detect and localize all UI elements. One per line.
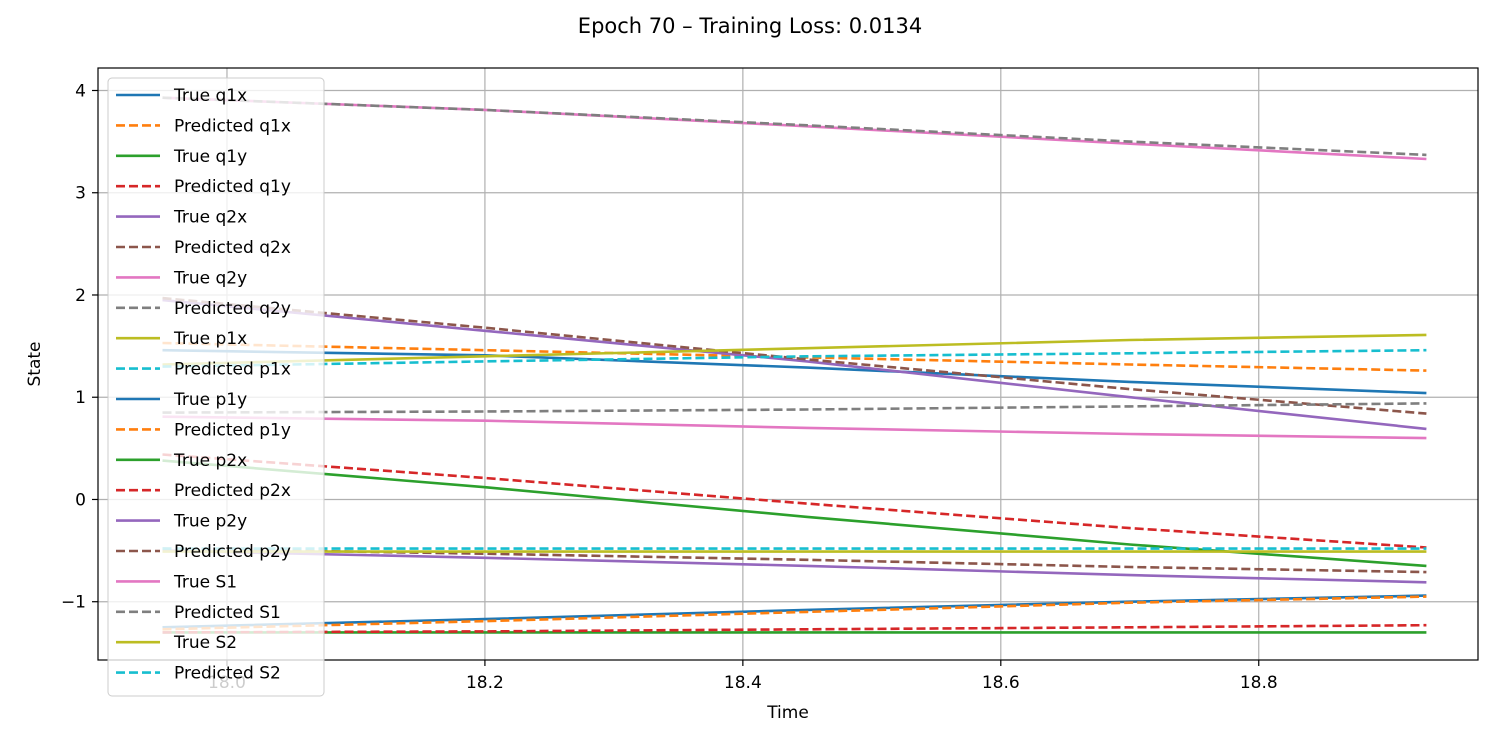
legend-label: True S2 — [173, 633, 237, 653]
series-lines — [162, 96, 1427, 634]
series-line-predicted-q1y — [162, 623, 1427, 634]
x-tick-label: 18.2 — [466, 673, 504, 693]
y-tick-label: 4 — [75, 81, 86, 101]
y-tick-label: 1 — [75, 388, 86, 408]
legend-label: Predicted q2x — [174, 238, 291, 258]
y-tick-label: 2 — [75, 286, 86, 306]
legend-label: True S1 — [173, 572, 237, 592]
legend-box — [107, 77, 325, 697]
grid — [98, 68, 1478, 660]
y-axis-label: State — [25, 342, 45, 387]
series-line-predicted-s1 — [162, 96, 1427, 157]
series-line-true-p2y — [162, 549, 1427, 584]
y-tick-label: 3 — [75, 184, 86, 204]
legend-label: True q1y — [173, 147, 247, 167]
series-line-predicted-p1x — [162, 348, 1427, 368]
series-line-true-p1x — [162, 333, 1427, 366]
legend-label: Predicted q2y — [174, 299, 291, 319]
legend-label: True p2y — [173, 512, 247, 532]
x-tick-label: 18.8 — [1240, 673, 1278, 693]
legend: True q1x Predicted q1x True q1y Predicted q… — [107, 77, 325, 697]
legend-label: Predicted p2x — [174, 481, 291, 501]
legend-label: Predicted p2y — [174, 542, 291, 562]
y-axis-ticks: −1 0 1 2 3 4 — [61, 81, 98, 613]
legend-label: Predicted p1y — [174, 420, 291, 440]
legend-label: Predicted S2 — [174, 664, 281, 684]
legend-label: True p2x — [173, 451, 247, 471]
legend-label: Predicted q1x — [174, 116, 291, 136]
series-line-true-q2x — [162, 298, 1427, 431]
x-tick-label: 18.6 — [982, 673, 1020, 693]
legend-label: True p1y — [173, 390, 247, 410]
legend-label: True q1x — [173, 86, 247, 106]
y-tick-label: 0 — [75, 490, 86, 510]
series-line-predicted-q2x — [162, 296, 1427, 415]
series-line-predicted-q2y — [162, 402, 1427, 414]
legend-label: True q2y — [173, 268, 247, 288]
chart-title: Epoch 70 – Training Loss: 0.0134 — [578, 14, 922, 38]
legend-label: Predicted S1 — [174, 603, 281, 623]
series-line-predicted-p1y — [162, 595, 1427, 631]
series-line-true-q1x — [162, 348, 1427, 395]
x-tick-label: 18.4 — [724, 673, 762, 693]
plot-frame — [97, 67, 1479, 661]
x-axis-label: Time — [766, 703, 809, 723]
series-line-predicted-p2x — [162, 453, 1427, 549]
y-tick-label: −1 — [61, 593, 86, 613]
legend-label: Predicted p1x — [174, 360, 291, 380]
series-line-true-q2y — [162, 415, 1427, 440]
legend-label: True q2x — [173, 208, 247, 228]
legend-label: Predicted q1y — [174, 177, 291, 197]
legend-label: True p1x — [173, 329, 247, 349]
